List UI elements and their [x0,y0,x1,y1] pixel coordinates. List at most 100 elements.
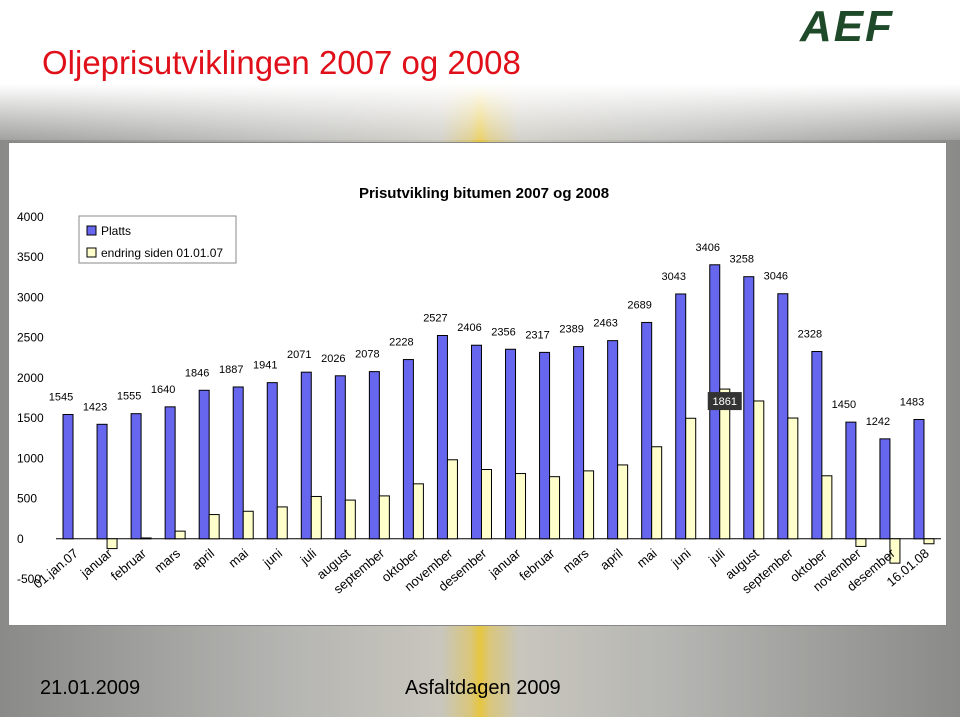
x-tick-label: februar [516,545,558,583]
header-band [0,0,960,140]
data-label-box [707,392,742,411]
chart: Prisutvikling bitumen 2007 og 2008 -5000… [17,185,941,597]
y-tick-label: 0 [17,532,24,546]
bar [480,469,492,540]
data-label: 2463 [593,318,617,330]
data-label: 1242 [866,416,890,428]
y-tick-label: 1500 [17,411,44,425]
y-tick-label: -500 [17,572,41,586]
bar [719,388,731,540]
bar [62,413,74,540]
y-tick-label: 500 [17,492,37,506]
data-label: 1555 [117,391,141,403]
slide-title: Oljeprisutviklingen 2007 og 2008 [42,44,521,81]
bar [777,293,789,540]
data-label: 3046 [764,271,788,283]
chart-title: Prisutvikling bitumen 2007 og 2008 [359,185,609,202]
bar [106,538,118,550]
y-tick-label: 4000 [17,210,44,224]
bar [208,514,220,540]
bar [198,389,210,540]
x-tick-label: juli [297,546,320,568]
bar [436,334,448,540]
legend-swatch [86,225,97,236]
x-tick-label: 01.jan.07 [30,546,81,592]
data-label: 2406 [457,322,481,334]
x-tick-label: april [597,546,626,573]
legend-label: Platts [101,224,131,238]
bar [266,382,278,540]
bar [641,321,653,540]
bar [446,459,458,540]
data-label: 1640 [151,384,175,396]
bar [334,375,346,540]
data-label: 3258 [730,254,754,266]
x-tick-label: april [189,546,218,573]
bar [549,476,561,540]
bar [130,413,142,540]
bar [174,530,186,540]
bar [470,344,482,540]
bar [412,483,424,540]
bar [685,417,697,540]
legend: Platts endring siden 01.01.07 [78,215,237,264]
data-label: 2078 [355,349,379,361]
data-label: 2689 [627,299,651,311]
legend-box [78,215,237,264]
bar [753,400,765,540]
bar [583,470,595,540]
data-label: 2228 [389,337,413,349]
footer-date: 21.01.2009 [40,677,141,699]
y-tick-label: 2000 [17,371,44,385]
x-tick-label: februar [108,545,150,583]
x-tick-label: mars [560,545,592,575]
data-label: 2527 [423,312,447,324]
x-tick-label: mai [225,546,251,571]
data-label: 1887 [219,364,243,376]
bar [913,418,925,540]
data-label: 2356 [491,326,515,338]
bar [242,510,254,540]
bar [675,293,687,540]
bar [879,438,891,540]
data-label: 1483 [900,396,924,408]
bar [505,348,517,540]
data-label: 1861 [713,396,737,408]
bar [300,371,312,540]
bar [607,340,619,540]
bar [811,351,823,540]
bar [164,406,176,540]
bar [651,446,663,540]
legend-label: endring siden 01.01.07 [101,246,223,260]
bar [368,371,380,540]
data-label: 2026 [321,353,345,365]
x-tick-label: mars [151,545,183,575]
footer-event: Asfaltdagen 2009 [405,677,561,699]
bar [573,346,585,540]
bar [617,464,629,540]
bar [96,423,108,540]
y-tick-label: 2500 [17,331,44,345]
bar [539,351,551,540]
data-label: 2071 [287,349,311,361]
data-label: 1545 [49,391,73,403]
data-label: 3406 [696,242,720,254]
x-tick-label: juni [259,546,285,571]
bar [821,475,833,540]
bar [140,537,152,540]
logo: AEF [800,2,894,51]
x-tick-label: juli [705,546,728,568]
bar [855,538,867,547]
data-label: 1423 [83,401,107,413]
y-tick-label: 1000 [17,451,44,465]
chart-box: Prisutvikling bitumen 2007 og 2008 -500 0… [8,142,947,626]
data-label: 2389 [559,324,583,336]
bar [378,495,390,540]
x-tick-label: mai [634,546,660,571]
data-label: 2328 [798,329,822,341]
data-label: 1450 [832,399,856,411]
bar [344,499,356,540]
data-label: 2317 [525,329,549,341]
bar [232,386,244,540]
